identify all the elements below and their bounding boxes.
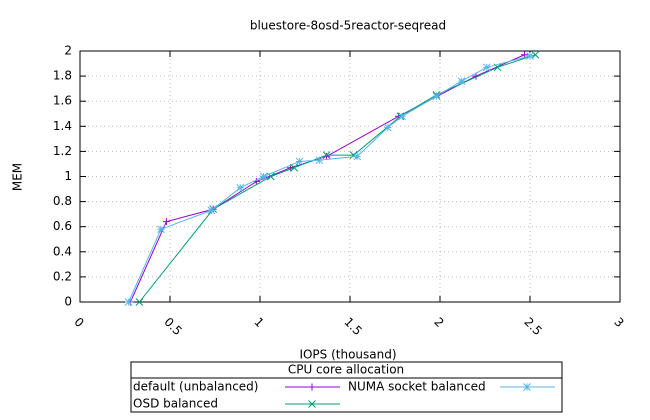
data-point	[157, 225, 165, 234]
y-tick-label: 1.8	[53, 69, 72, 83]
series-line	[128, 55, 531, 303]
data-point	[290, 163, 299, 172]
data-point	[353, 152, 362, 161]
data-point	[482, 63, 491, 72]
legend-label: NUMA socket balanced	[348, 380, 486, 394]
legend-box	[130, 361, 563, 413]
y-tick-label: 0.6	[53, 219, 72, 233]
x-tick-label: 1.5	[341, 315, 364, 338]
y-tick-label: 0.4	[53, 244, 72, 258]
x-tick-label: 2	[431, 315, 446, 330]
data-point	[135, 298, 144, 306]
x-tick-label: 0	[71, 315, 86, 330]
legend-label: default (unbalanced)	[133, 380, 258, 394]
data-point	[322, 151, 331, 160]
y-tick-label: 1.6	[53, 94, 72, 108]
y-tick-label: 1	[64, 169, 72, 183]
data-point	[207, 206, 216, 215]
legend-title: CPU core allocation	[288, 363, 404, 377]
data-point	[383, 123, 392, 132]
y-tick-label: 1.4	[53, 119, 72, 133]
x-tick-label: 1	[251, 315, 266, 330]
x-tick-label: 2.5	[521, 315, 544, 338]
data-point	[432, 92, 441, 101]
y-axis-label: MEM	[11, 163, 25, 191]
data-point	[398, 112, 407, 121]
legend-label: OSD balanced	[133, 397, 218, 411]
legend-marker	[308, 400, 316, 408]
y-tick-label: 0	[64, 295, 72, 309]
x-tick-label: 0.5	[161, 315, 184, 338]
data-point	[236, 183, 245, 192]
data-point	[315, 156, 324, 165]
data-point	[259, 172, 268, 181]
series-line	[139, 54, 536, 303]
data-point	[295, 157, 304, 166]
legend-marker	[523, 383, 531, 391]
data-point	[457, 77, 466, 85]
y-tick-label: 0.2	[53, 269, 72, 283]
data-point	[162, 218, 170, 226]
plot-frame	[79, 50, 621, 303]
y-tick-label: 1.2	[53, 144, 72, 158]
chart-title: bluestore-8osd-5reactor-seqread	[250, 19, 446, 33]
series-line	[129, 54, 525, 303]
data-point	[124, 298, 133, 306]
data-point	[526, 52, 534, 60]
legend-marker	[308, 383, 316, 391]
data-point	[531, 50, 540, 59]
x-axis-label: IOPS (thousand)	[299, 348, 396, 362]
x-tick-label: 3	[611, 315, 626, 330]
y-tick-label: 2	[64, 44, 72, 58]
y-tick-label: 0.8	[53, 194, 72, 208]
